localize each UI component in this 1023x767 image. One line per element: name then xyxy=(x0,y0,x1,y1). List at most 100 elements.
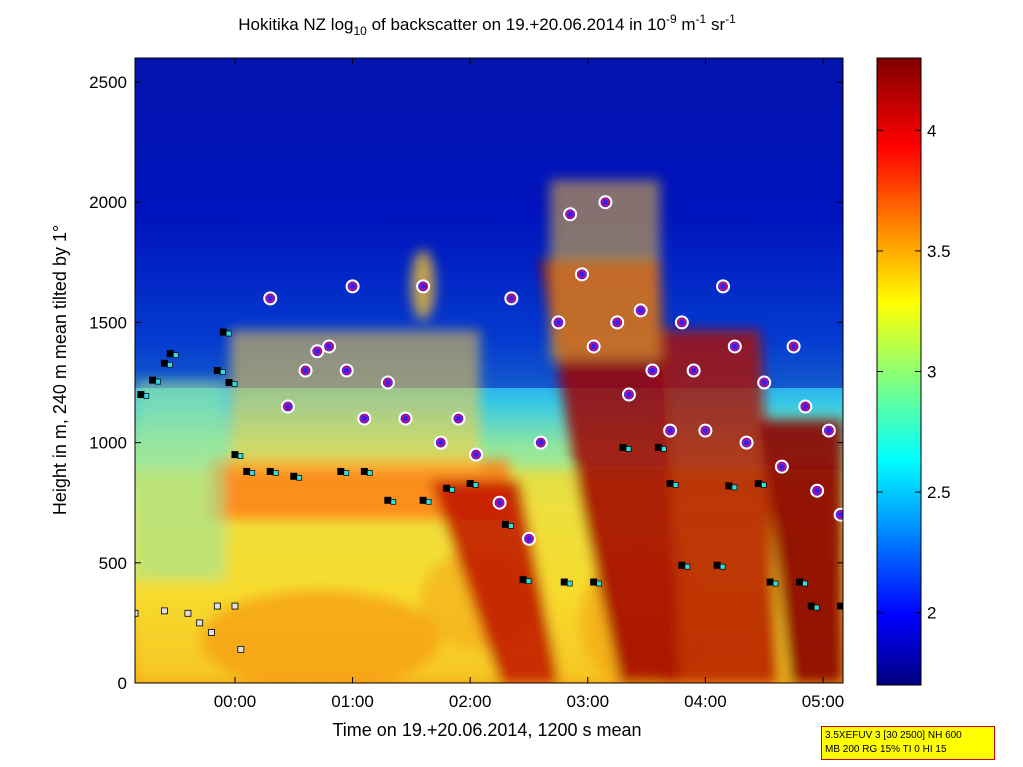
x-axis: 00:00 01:00 02:00 03:00 04:00 05:00 xyxy=(214,58,845,711)
cloud-top-marker-ring xyxy=(665,426,675,435)
cloud-top-marker-ring xyxy=(554,318,563,327)
cloud-top-marker-ring xyxy=(383,378,393,387)
cloud-base-marker-alt xyxy=(813,604,820,611)
cloud-base-marker xyxy=(419,496,427,504)
cloud-base-marker-alt xyxy=(225,330,232,337)
cloud-base-marker-alt xyxy=(772,580,779,587)
cloud-top-markers xyxy=(263,195,843,546)
cloud-base-marker-alt xyxy=(172,352,179,359)
cloud-base-marker-alt xyxy=(449,486,456,493)
cloud-top-marker-ring xyxy=(742,438,751,447)
cloud-base-marker xyxy=(619,443,627,451)
cloud-top-marker-ring xyxy=(577,270,587,279)
cloud-base-marker-alt xyxy=(672,482,679,488)
cloud-base-marker xyxy=(149,376,157,384)
cloud-top-marker-ring xyxy=(689,366,698,375)
cloud-base-marker xyxy=(654,443,662,451)
cloud-base-marker xyxy=(231,451,239,459)
cloud-top-marker-ring xyxy=(636,306,645,315)
cloud-base-marker xyxy=(713,561,721,569)
cloud-top-marker-ring xyxy=(612,318,622,327)
cloud-base-marker-alt xyxy=(525,578,532,584)
cloud-top-marker-ring xyxy=(471,450,481,459)
cloud-base-layer-2 xyxy=(135,602,245,653)
cloud-base-marker xyxy=(501,520,509,528)
x-axis-label: Time on 19.+20.06.2014, 1200 s mean xyxy=(332,720,641,740)
cloud-base-marker xyxy=(590,578,598,586)
cloud-top-marker-ring xyxy=(836,510,843,519)
cloud-base-marker xyxy=(160,359,168,367)
cloud-top-marker-ring xyxy=(648,366,657,375)
cloud-top-marker-ring xyxy=(624,390,634,399)
x-tick-label: 05:00 xyxy=(802,692,845,711)
x-tick-label: 01:00 xyxy=(331,692,374,711)
cloud-top-marker-ring xyxy=(812,486,822,495)
colorbar-tick-label: 2 xyxy=(927,604,936,623)
cloud-base-marker-alt xyxy=(249,470,256,476)
cloud-top-marker-ring xyxy=(360,414,369,423)
cloud-base-marker xyxy=(666,479,674,487)
cloud-top-marker-ring xyxy=(348,282,357,291)
cloud-base-marker-alt xyxy=(625,446,632,452)
cloud-base-marker xyxy=(795,578,803,586)
cloud-top-marker-ring xyxy=(701,426,710,435)
cloud-base-marker xyxy=(766,578,774,586)
cloud-top-marker-ring xyxy=(730,342,740,351)
cloud-base-marker xyxy=(337,467,345,475)
cloud-top-marker-ring xyxy=(777,462,787,471)
cloud-base-marker-alt xyxy=(167,361,173,368)
cloud-base-marker-alt xyxy=(661,446,667,452)
cloud-top-marker-ring xyxy=(313,347,322,356)
cloud-top-marker-ring xyxy=(677,318,687,327)
cloud-base-marker xyxy=(807,602,815,610)
colorbar-axis: 2 2.5 3 3.5 4 xyxy=(877,121,951,623)
cloud-base-marker xyxy=(360,467,368,475)
cloud-base-marker-alt xyxy=(802,580,808,587)
x-tick-label: 04:00 xyxy=(684,692,727,711)
cloud-base-marker-alt xyxy=(731,484,738,491)
cloud-base-marker xyxy=(754,479,762,487)
cloud-base-marker-alt xyxy=(719,563,726,570)
y-tick-label: 2500 xyxy=(89,73,127,92)
cloud-base-marker-alt xyxy=(390,498,397,505)
cloud-base-marker-alt xyxy=(366,470,373,476)
info-line-2: MB 200 RG 15% TI 0 HI 15 xyxy=(825,744,947,755)
x-tick-label: 03:00 xyxy=(567,692,610,711)
cloud-top-marker-ring xyxy=(418,282,428,291)
cloud-base-marker xyxy=(443,484,451,492)
cloud-base-marker-alt xyxy=(760,482,767,488)
cloud-base-2-marker xyxy=(231,602,239,610)
cloud-base-marker-alt xyxy=(425,498,432,505)
cloud-top-marker-ring xyxy=(536,438,545,447)
cloud-base-marker xyxy=(560,578,568,586)
cloud-top-marker-ring xyxy=(565,210,575,219)
cloud-top-marker-ring xyxy=(789,342,798,351)
cloud-base-marker-alt xyxy=(472,482,479,488)
colorbar-tick-label: 3 xyxy=(927,363,936,382)
cloud-top-marker-ring xyxy=(301,366,310,375)
cloud-top-marker-ring xyxy=(342,366,351,375)
cloud-base-marker-alt xyxy=(231,381,238,387)
x-tick-label: 02:00 xyxy=(449,692,492,711)
cloud-base-marker xyxy=(466,479,474,487)
colorbar-tick-label: 4 xyxy=(927,121,936,140)
cloud-base-marker-alt xyxy=(844,605,849,610)
cloud-top-marker-ring xyxy=(265,294,275,303)
cloud-base-marker xyxy=(519,576,527,584)
heatmap-texture xyxy=(135,180,843,683)
colorbar xyxy=(876,57,922,686)
plot-frame xyxy=(134,57,844,684)
cloud-base-marker-alt xyxy=(155,378,161,385)
colorbar-tick-label: 2.5 xyxy=(927,483,951,502)
cloud-base-2-marker xyxy=(237,645,245,653)
y-tick-label: 2000 xyxy=(89,193,127,212)
cloud-base-marker-alt xyxy=(566,580,573,587)
cloud-top-marker-ring xyxy=(454,414,463,423)
cloud-base-marker-alt xyxy=(272,470,279,476)
cloud-base-2-marker xyxy=(196,619,204,627)
y-axis-label: Height in m, 240 m mean tilted by 1° xyxy=(50,225,70,515)
cloud-top-marker-ring xyxy=(283,402,293,411)
cloud-base-2-marker xyxy=(208,629,215,636)
cloud-top-marker-ring xyxy=(718,282,728,291)
